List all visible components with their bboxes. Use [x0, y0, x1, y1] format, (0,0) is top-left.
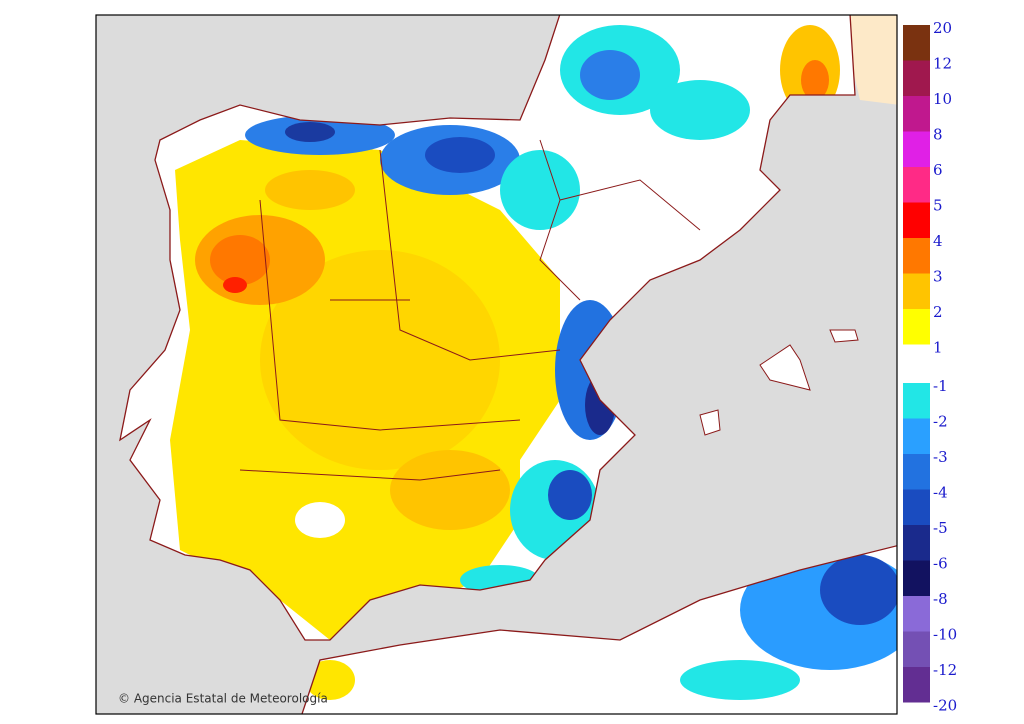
legend-label: -8: [933, 590, 948, 608]
legend-swatch: [903, 96, 930, 132]
map: © Agencia Estatal de Meteorología aemet: [96, 15, 897, 714]
legend-swatch: [903, 489, 930, 525]
borders: [239, 139, 701, 481]
legend-swatch: [903, 60, 930, 96]
legend-label: 12: [933, 55, 952, 73]
legend-label: 10: [933, 90, 952, 108]
legend-swatch: [903, 667, 930, 703]
legend: 20 12 10 8 6 5 4 3 2 1 -1 -2 -3 -4 -5 -6 -8 -10 -12 -20: [903, 19, 957, 715]
legend-label: 5: [933, 197, 943, 215]
legend-label: 6: [933, 161, 943, 179]
legend-label: -1: [933, 377, 948, 395]
legend-label: 3: [933, 268, 943, 286]
legend-label: -20: [933, 697, 957, 715]
legend-swatch: [903, 383, 930, 419]
legend-label: 4: [933, 232, 943, 250]
legend-swatch: [903, 418, 930, 454]
credit: © Agencia Estatal de Meteorología: [118, 692, 328, 706]
legend-label: 2: [933, 303, 943, 321]
legend-label: -5: [933, 519, 948, 537]
legend-label: -12: [933, 661, 957, 679]
legend-label: 20: [933, 19, 952, 37]
logo: aemet: [795, 679, 874, 704]
legend-label: 1: [933, 339, 943, 357]
frame: [95, 14, 898, 715]
legend-swatch: [903, 202, 930, 238]
legend-label: -2: [933, 413, 948, 431]
legend-label: -10: [933, 626, 957, 644]
legend-swatch: [903, 131, 930, 167]
legend-swatch: [903, 454, 930, 490]
legend-label: -4: [933, 484, 948, 502]
legend-label: -6: [933, 555, 948, 573]
legend-swatch: [903, 560, 930, 596]
legend-swatch: [903, 238, 930, 274]
legend-label: 8: [933, 126, 943, 144]
legend-swatch: [903, 25, 930, 61]
legend-swatch: [903, 309, 930, 345]
islands: [699, 329, 859, 436]
legend-swatch: [903, 596, 930, 632]
land-outside: [840, 15, 897, 105]
legend-label: -3: [933, 448, 948, 466]
legend-swatch: [903, 525, 930, 561]
legend-swatch: [903, 631, 930, 667]
legend-swatch: [903, 167, 930, 203]
anomaly-field: [170, 25, 897, 700]
legend-swatch: [903, 273, 930, 309]
